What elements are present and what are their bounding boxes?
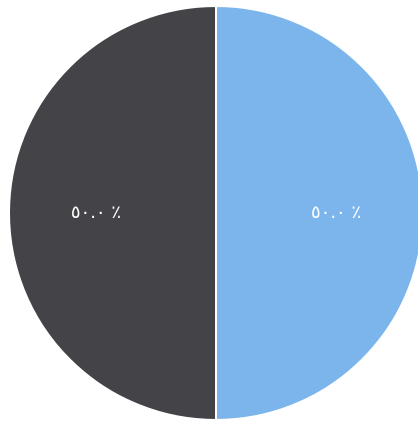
pie-slice-label-1: ٥٠.٠ ٪ <box>311 202 361 223</box>
pie-slice-label-2: ٥٠.٠ ٪ <box>71 202 121 223</box>
pie-slice-2[interactable] <box>8 5 217 421</box>
pie-slice-1[interactable] <box>215 5 418 421</box>
pie-slices <box>8 5 418 421</box>
pie-slice-labels: ٥٠.٠ ٪ ٥٠.٠ ٪ <box>71 202 361 223</box>
